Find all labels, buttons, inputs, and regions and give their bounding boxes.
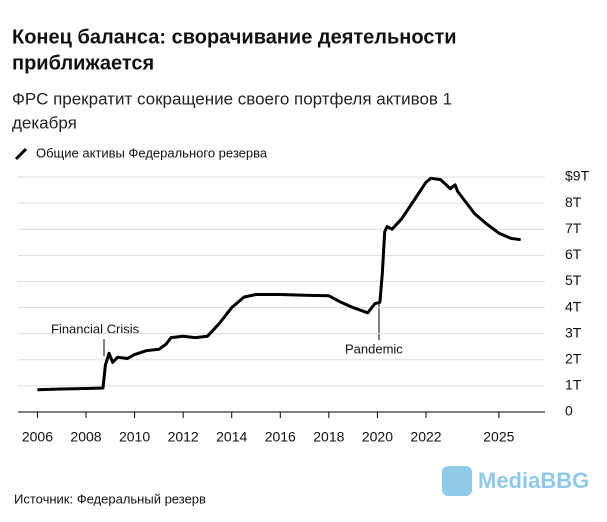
data-line — [37, 176, 521, 392]
y-tick-label: 8T — [565, 194, 582, 210]
x-tick-label: 2006 — [22, 429, 53, 445]
x-tick-label: 2022 — [410, 429, 441, 445]
annotation: Pandemic — [345, 341, 403, 356]
x-tick-label: 2014 — [216, 429, 247, 445]
legend-label: Общие активы Федерального резерва — [36, 145, 268, 160]
y-tick-label: 7T — [565, 220, 582, 236]
y-tick-label: 0 — [565, 403, 573, 419]
chart-subtitle: ФРС прекратит сокращение своего портфеля… — [12, 89, 452, 108]
y-tick-label: 1T — [565, 377, 582, 393]
y-tick-label: 3T — [565, 324, 582, 340]
y-tick-label: 6T — [565, 246, 582, 262]
y-tick-label: 4T — [565, 298, 582, 314]
x-tick-label: 2008 — [70, 429, 101, 445]
legend-swatch — [14, 147, 28, 161]
x-tick-label: 2020 — [362, 429, 393, 445]
x-tick-label: 2012 — [168, 429, 199, 445]
chart-title: приближается — [12, 52, 154, 74]
watermark: MediaBBG — [478, 468, 589, 493]
source: Источник: Федеральный резерв — [14, 491, 206, 506]
watermark-icon — [442, 466, 472, 496]
x-tick-label: 2010 — [119, 429, 150, 445]
y-tick-label: 2T — [565, 350, 582, 366]
x-tick-label: 2016 — [265, 429, 296, 445]
x-tick-label: 2025 — [483, 429, 514, 445]
y-tick-label: 5T — [565, 272, 582, 288]
chart-subtitle: декабря — [12, 113, 77, 132]
y-tick-label: $9T — [565, 168, 590, 184]
x-tick-label: 2018 — [313, 429, 344, 445]
annotation: Financial Crisis — [51, 321, 140, 336]
chart-title: Конец баланса: сворачивание деятельности — [12, 26, 457, 48]
